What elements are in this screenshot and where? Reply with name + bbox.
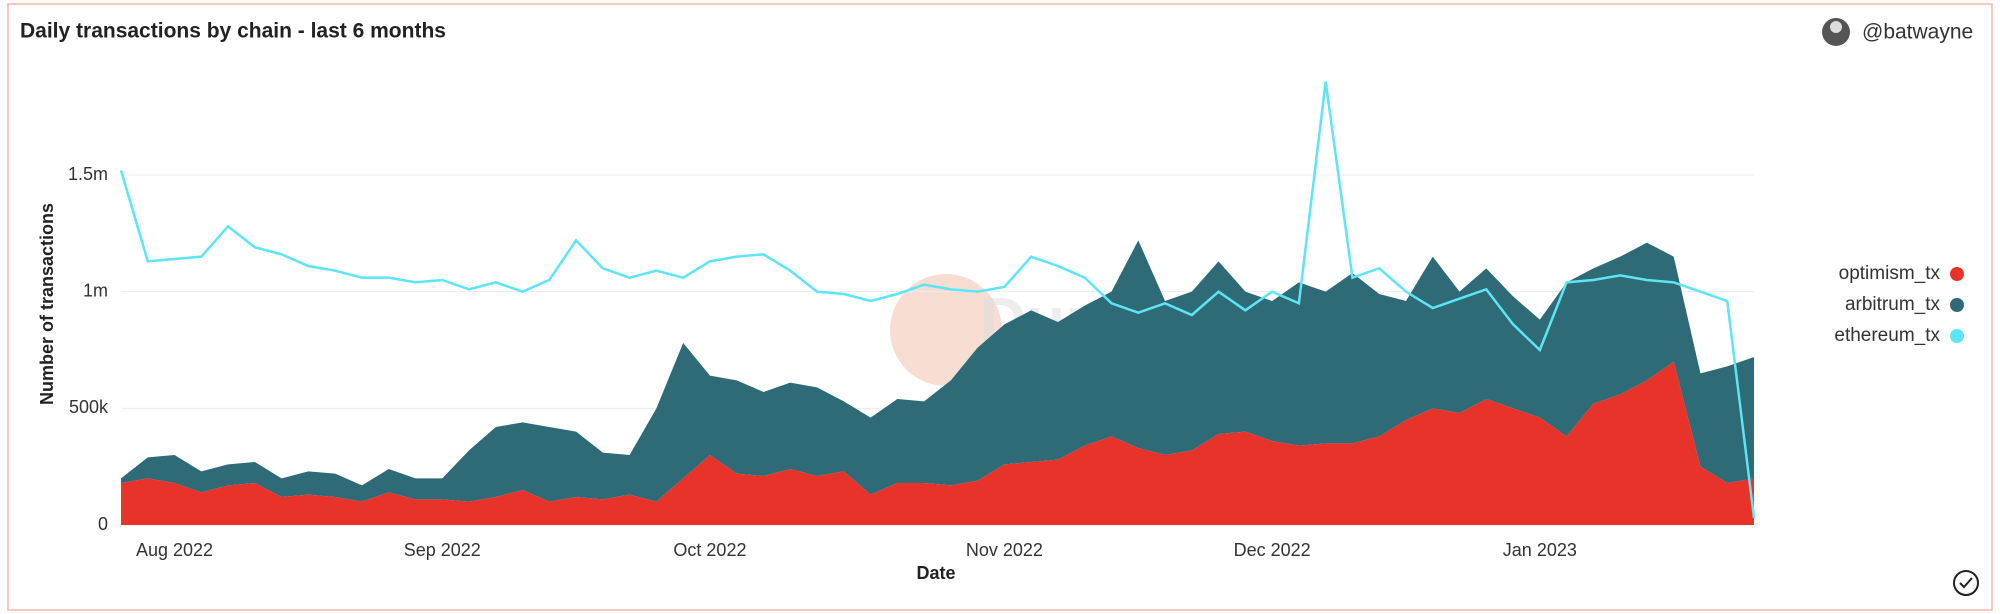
legend-label: arbitrum_tx [1845,294,1941,315]
status-icon [1953,570,1979,596]
legend-label: optimism_tx [1839,263,1941,284]
area-arbitrum_tx [121,240,1754,502]
chart-title: Daily transactions by chain - last 6 mon… [20,20,446,43]
y-axis-label: Number of transactions [37,203,57,405]
line-ethereum_tx [119,81,1756,519]
x-tick-label: Nov 2022 [966,540,1043,560]
legend-dot [1950,329,1964,343]
x-tick-label: Jan 2023 [1503,540,1577,560]
area-optimism_tx [121,361,1754,525]
y-tick-label: 1m [83,280,108,300]
avatar-face [1830,21,1842,33]
x-axis-label: Date [916,563,955,583]
y-tick-label: 1.5m [68,164,108,184]
y-tick-label: 500k [69,397,109,417]
x-tick-label: Oct 2022 [673,540,746,560]
legend-dot [1950,298,1964,312]
x-tick-label: Dec 2022 [1234,540,1311,560]
legend-label: ethereum_tx [1834,325,1940,346]
author[interactable]: @batwayne [1862,21,1973,44]
x-tick-label: Sep 2022 [404,540,481,560]
legend-dot [1950,267,1964,281]
status-check [1959,577,1973,589]
x-tick-label: Aug 2022 [136,540,213,560]
y-tick-label: 0 [98,514,108,534]
